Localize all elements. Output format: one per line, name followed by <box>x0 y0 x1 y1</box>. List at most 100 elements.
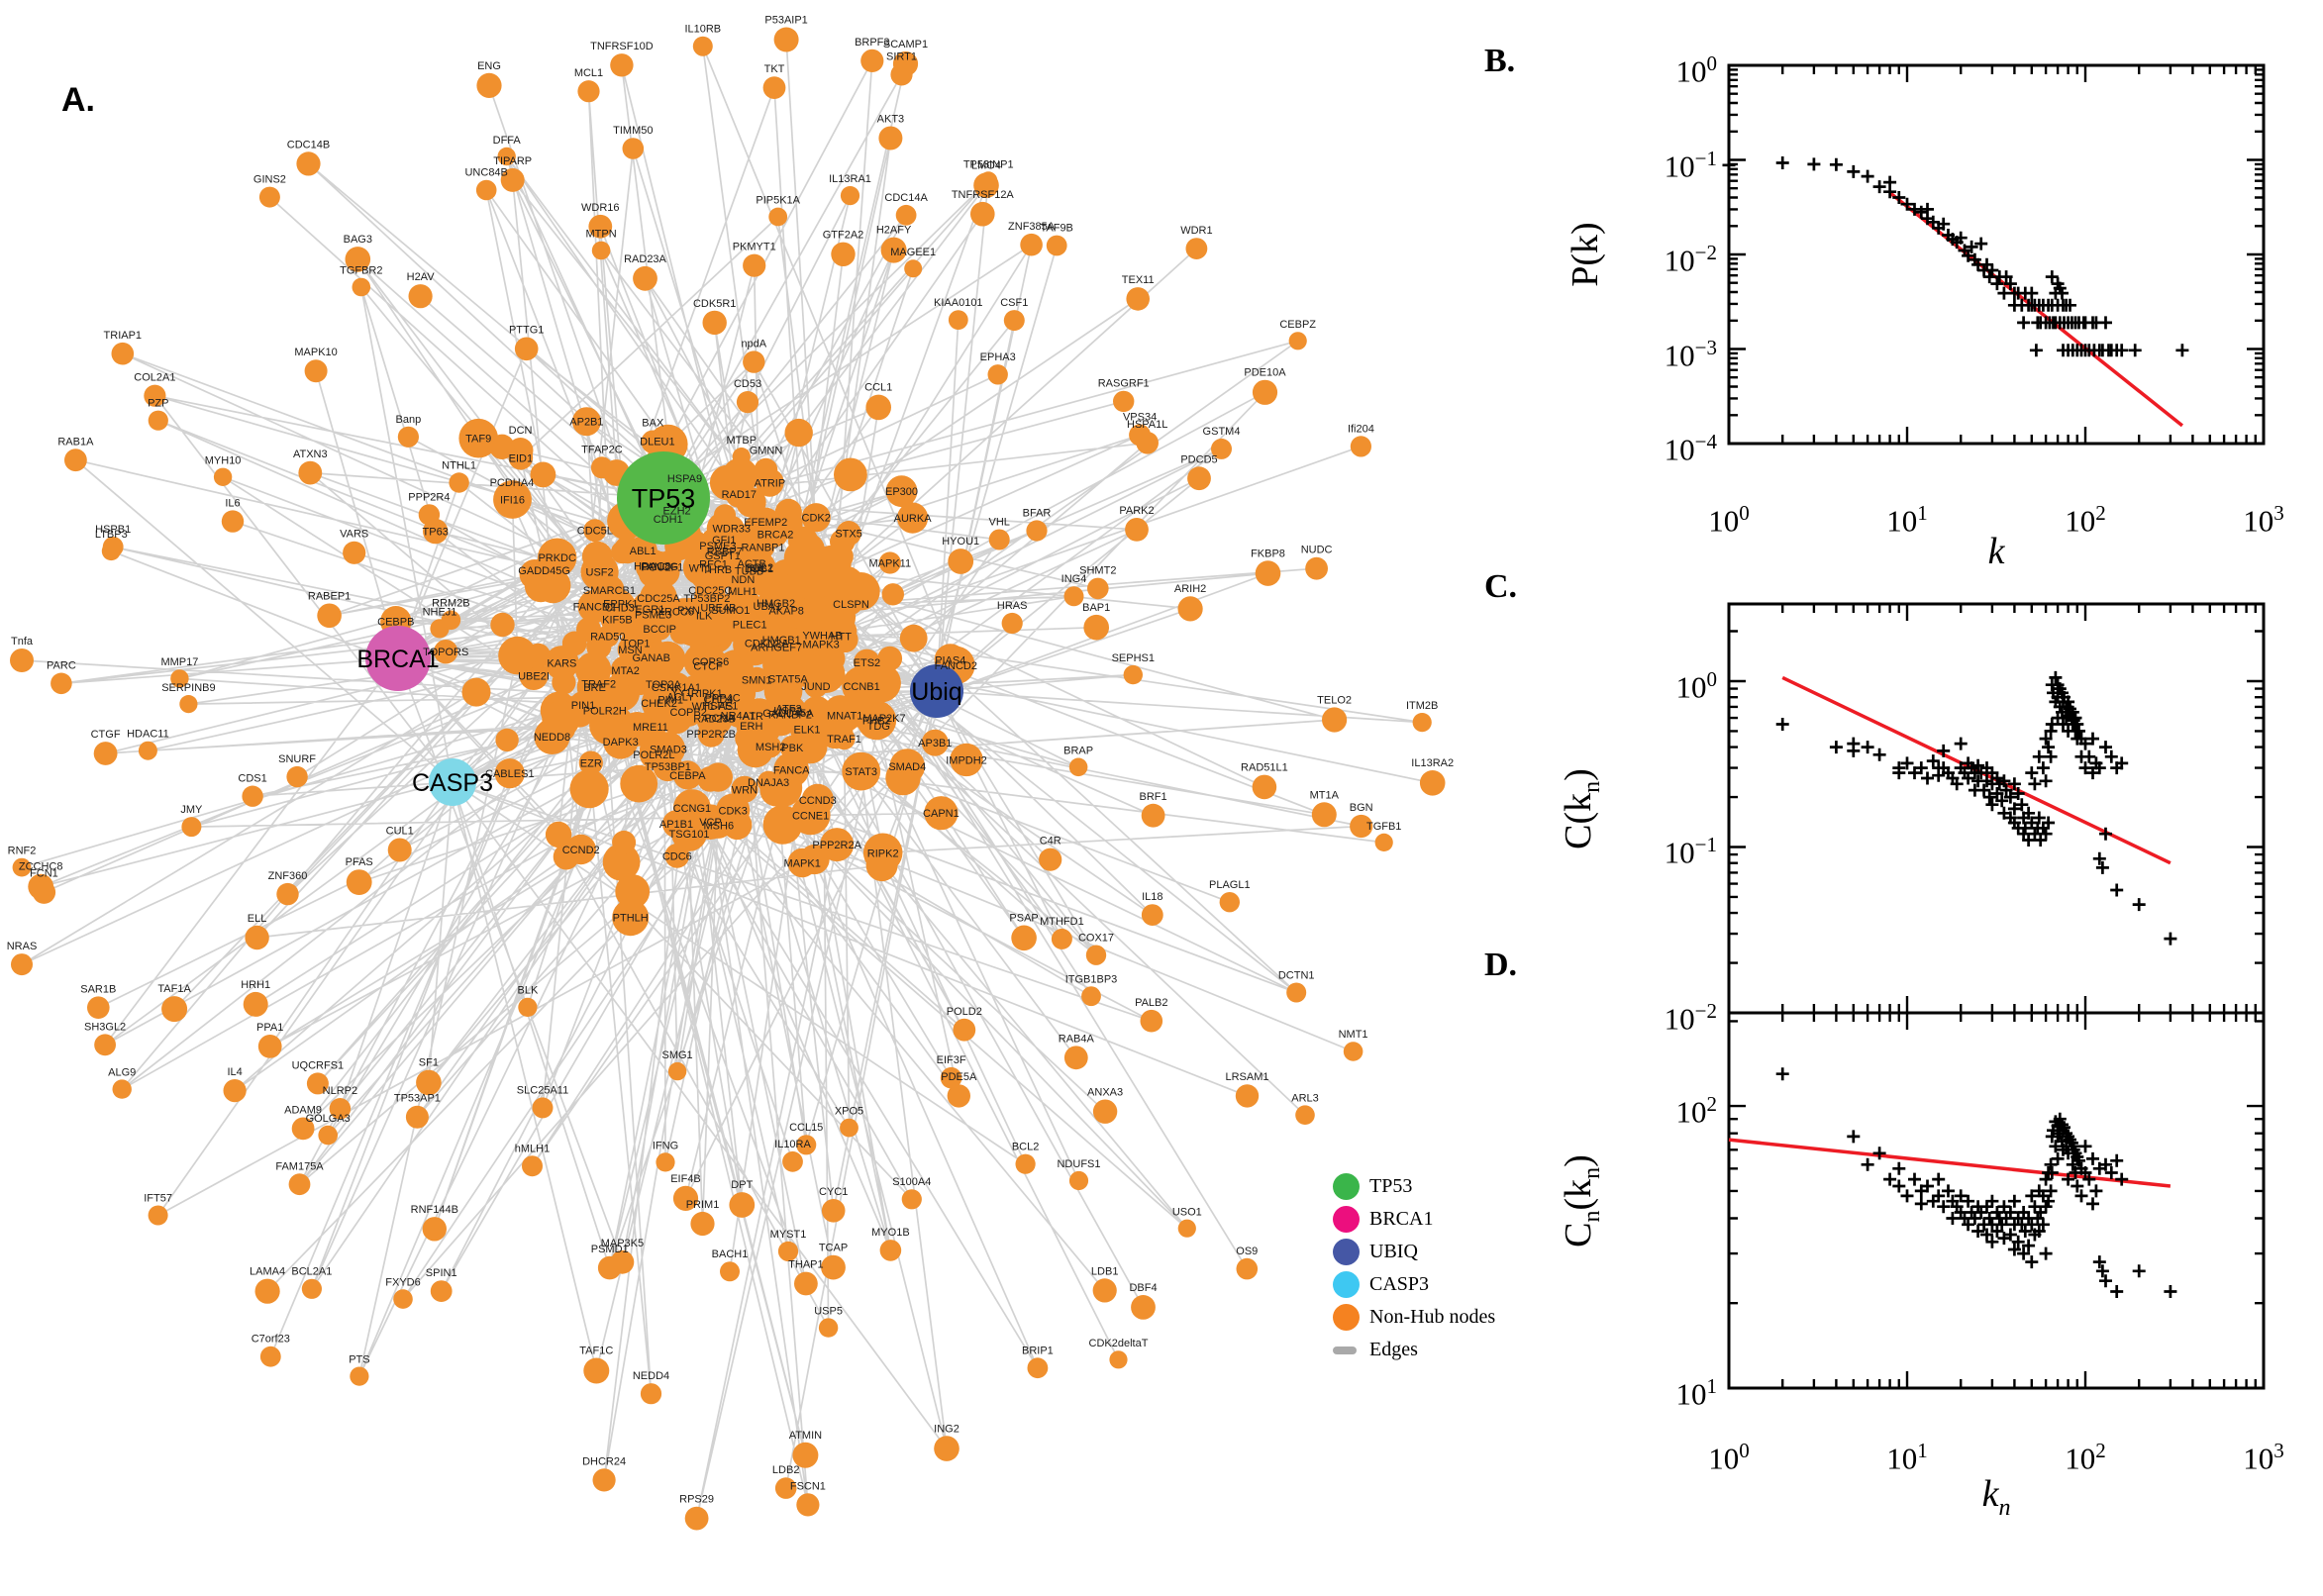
network-node <box>317 603 342 629</box>
network-node-label: ANXA3 <box>1087 1087 1123 1099</box>
plot-B-points <box>1722 156 2189 357</box>
network-node-label: CHD4 <box>704 694 734 706</box>
network-node <box>111 342 135 365</box>
network-node <box>298 460 323 485</box>
network-node-label: CHD3 <box>605 603 635 615</box>
network-node-label: POLD2 <box>947 1006 982 1018</box>
network-node <box>690 1211 715 1237</box>
network-node <box>102 537 124 557</box>
network-node <box>589 581 621 613</box>
network-node <box>497 147 516 166</box>
network-node-label: ZCCHC8 <box>19 861 63 873</box>
network-node-label: LMO4 <box>971 159 1001 171</box>
network-node <box>947 1084 970 1108</box>
network-node-label: RNF2 <box>8 846 37 857</box>
network-node-label: TEX11 <box>1122 274 1155 286</box>
node-swatch-icon <box>1333 1304 1360 1331</box>
network-node <box>329 1098 352 1120</box>
plot-B-xaxis-label: k <box>1987 531 2005 572</box>
network-node <box>11 953 33 976</box>
network-node-label: MAP3K5 <box>601 1238 644 1249</box>
network-node <box>743 253 766 277</box>
network-node-label: FKBP8 <box>1251 548 1285 559</box>
network-node <box>64 449 87 472</box>
network-node-label: DFFA <box>493 135 522 147</box>
network-node-label: EID1 <box>509 452 533 464</box>
network-node-label: IFNG <box>653 1140 678 1151</box>
panel-label-c: C. <box>1484 568 1518 605</box>
network-node-label: SAR1B <box>80 983 116 995</box>
network-node-label: CEBPZ <box>1279 319 1316 331</box>
network-node-label: WDR16 <box>581 202 620 214</box>
network-node-label: SERPINB9 <box>161 682 215 694</box>
network-node-label: SCAMP1 <box>883 39 928 50</box>
network-node-label: RAD17 <box>722 489 757 501</box>
network-node <box>1125 518 1149 542</box>
network-node <box>658 700 693 735</box>
network-node <box>1419 770 1446 796</box>
network-node-label: BRIP1 <box>1022 1345 1054 1356</box>
network-node-label: TOP1 <box>622 639 651 650</box>
network-node-label: ILK <box>696 610 713 622</box>
legend-item-casp3: CASP3 <box>1333 1268 1495 1301</box>
network-node <box>602 843 641 881</box>
network-node-label: RBBP7 <box>707 547 743 558</box>
network-node-label: TUBB <box>735 566 763 578</box>
network-node-label: UQCRFS1 <box>292 1059 345 1071</box>
network-node <box>461 677 491 707</box>
network-node-label: IFI16 <box>500 495 525 507</box>
network-node-label: BACH1 <box>712 1248 749 1260</box>
network-node-label: MAPK3 <box>802 639 839 650</box>
network-node <box>12 857 32 877</box>
network-node <box>940 1066 962 1089</box>
network-node <box>242 785 263 807</box>
network-node-label: BRF1 <box>1140 791 1167 803</box>
network-node-label: TAF9B <box>1040 223 1072 235</box>
network-node-label: GSTM4 <box>1203 426 1241 438</box>
hub-node-tp53 <box>617 451 710 545</box>
network-node <box>746 523 773 550</box>
network-node <box>112 1079 132 1099</box>
network-node-label: WRN <box>732 784 758 796</box>
network-node <box>885 475 918 508</box>
network-node-label: MYST1 <box>770 1229 807 1241</box>
network-node <box>519 559 550 590</box>
network-node <box>581 541 613 572</box>
network-node <box>612 830 637 854</box>
network-node-label: RAD23B <box>693 714 736 726</box>
network-node <box>10 648 34 672</box>
network-node <box>1131 1295 1156 1320</box>
network-node <box>257 1035 282 1058</box>
network-node <box>821 1254 846 1280</box>
network-node <box>161 996 188 1023</box>
network-node <box>346 869 372 895</box>
network-node <box>578 750 603 775</box>
network-node <box>842 751 881 791</box>
network-node-label: HDAC8 <box>634 561 670 573</box>
network-node-label: EZR <box>580 758 602 770</box>
network-node <box>1374 833 1393 852</box>
network-node <box>729 1192 756 1218</box>
network-node <box>840 1118 858 1138</box>
hub-label-casp3: CASP3 <box>412 769 493 797</box>
network-node <box>1236 1257 1259 1280</box>
network-node <box>458 418 499 458</box>
network-node <box>1140 1009 1163 1033</box>
legend-item-edges: Edges <box>1333 1334 1495 1366</box>
network-node-label: BCL2A1 <box>291 1266 332 1278</box>
plot-D-xtick-10e0: 100 <box>1708 1439 1750 1476</box>
network-node <box>1015 1153 1036 1174</box>
network-node-label: TNFRSF12A <box>952 189 1015 201</box>
network-node <box>408 284 433 309</box>
network-node <box>93 742 118 765</box>
network-node-label: MLH1 <box>728 586 757 598</box>
network-node-label: HRH1 <box>241 979 270 991</box>
network-node <box>768 207 788 227</box>
network-node-label: HSPE1 <box>702 701 738 713</box>
network-node-label: PXN <box>677 605 700 617</box>
network-node <box>475 179 497 201</box>
network-node-label: BCL2 <box>1012 1142 1040 1153</box>
network-node-label: AURKA <box>894 513 933 525</box>
network-node-label: NRAS <box>7 941 38 952</box>
network-node <box>860 49 884 72</box>
